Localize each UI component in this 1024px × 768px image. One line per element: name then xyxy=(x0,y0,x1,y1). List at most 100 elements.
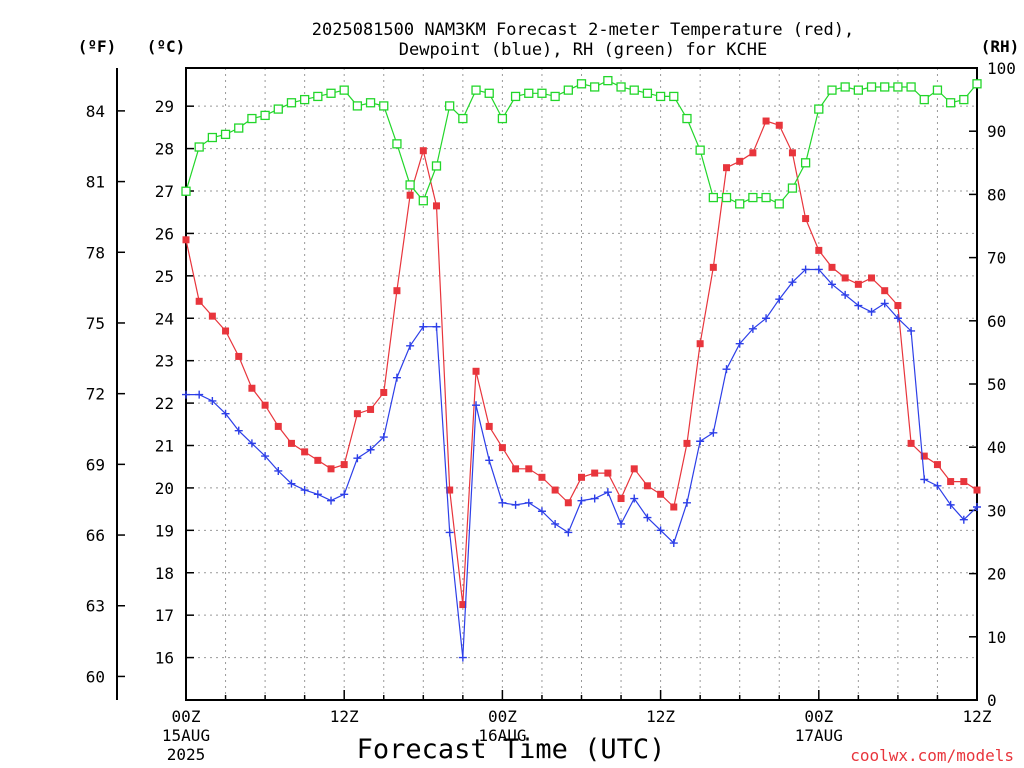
temperature-point xyxy=(657,490,665,498)
temperature-point xyxy=(960,478,968,486)
dewpoint-point xyxy=(274,466,283,475)
temperature-point xyxy=(195,297,203,305)
rh-tick-label: 90 xyxy=(987,122,1006,141)
temperature-point xyxy=(182,236,190,244)
temperature-point xyxy=(498,444,506,452)
rh-point xyxy=(932,85,943,95)
temperature-point xyxy=(472,367,480,375)
temperature-point xyxy=(353,410,361,418)
rh-tick-label: 80 xyxy=(987,185,1006,204)
dewpoint-point xyxy=(669,539,678,548)
rh-unit-label: (RH) xyxy=(981,37,1020,56)
temperature-point xyxy=(301,448,309,456)
temperature-point xyxy=(881,287,889,295)
celsius-tick-label: 26 xyxy=(155,224,174,243)
dewpoint-point xyxy=(445,528,454,537)
axes: 16 17 18 19 20 21 22 23 24 25 26 27 28 29 60 63 66 69 72 75… xyxy=(86,59,1016,764)
temperature-point xyxy=(933,461,941,469)
temperature-point xyxy=(287,439,295,447)
x-tick-label: 12Z xyxy=(330,707,359,726)
rh-tick-label: 100 xyxy=(987,59,1016,78)
rh-point xyxy=(431,161,442,171)
dewpoint-point xyxy=(643,513,652,522)
rh-tick-label: 40 xyxy=(987,438,1006,457)
temperature-point xyxy=(723,164,731,172)
fahrenheit-tick-label: 60 xyxy=(86,667,105,686)
celsius-tick-label: 25 xyxy=(155,267,174,286)
dewpoint-point xyxy=(827,280,836,289)
fahrenheit-unit-label: (ºF) xyxy=(78,37,117,56)
celsius-tick-label: 19 xyxy=(155,521,174,540)
celsius-unit-label: (ºC) xyxy=(147,37,186,56)
rh-point xyxy=(392,139,402,149)
temperature-point xyxy=(380,388,388,396)
temperature-point xyxy=(446,486,454,494)
dewpoint-point xyxy=(300,486,309,495)
rh-point xyxy=(418,196,428,206)
dewpoint-point xyxy=(432,322,441,331)
temperature-point xyxy=(894,302,902,310)
rh-point xyxy=(629,85,639,95)
temperature-point xyxy=(736,157,744,165)
dewpoint-point xyxy=(551,519,560,528)
rh-point xyxy=(379,101,389,111)
temperature-point xyxy=(261,401,269,409)
dewpoint-point xyxy=(340,490,349,499)
dewpoint-point xyxy=(696,437,705,446)
temperature-point xyxy=(749,149,757,157)
temperature-point xyxy=(947,478,955,486)
rh-point xyxy=(827,85,837,95)
dewpoint-point xyxy=(327,496,336,505)
rh-tick-label: 20 xyxy=(987,565,1006,584)
rh-point xyxy=(800,158,811,168)
rh-point xyxy=(708,192,718,203)
dewpoint-point xyxy=(841,290,850,299)
rh-point xyxy=(207,132,218,143)
dewpoint-point xyxy=(748,324,757,333)
rh-point xyxy=(273,104,283,114)
rh-point xyxy=(906,82,916,92)
dewpoint-point xyxy=(564,528,573,537)
rh-point xyxy=(735,199,745,209)
rh-point xyxy=(563,85,573,95)
data-series xyxy=(181,75,982,662)
rh-point xyxy=(313,91,323,102)
dewpoint-point xyxy=(458,653,467,662)
plot-frame xyxy=(185,67,978,701)
temperature-point xyxy=(512,465,520,473)
rh-point xyxy=(814,104,824,114)
temperature-point xyxy=(630,465,638,473)
dewpoint-point xyxy=(775,295,784,304)
rh-point xyxy=(866,82,877,92)
temperature-point xyxy=(327,465,335,473)
temperature-point xyxy=(551,486,559,494)
dewpoint-point xyxy=(406,341,415,350)
temperature-point xyxy=(907,439,915,447)
temperature-point xyxy=(683,439,691,447)
temperature-point xyxy=(696,340,704,348)
dewpoint-point xyxy=(946,500,955,509)
rh-point xyxy=(326,88,336,98)
dewpoint-point xyxy=(313,490,322,499)
fahrenheit-tick-label: 72 xyxy=(86,385,105,404)
fahrenheit-tick-label: 63 xyxy=(86,597,105,616)
dewpoint-point xyxy=(537,507,546,516)
dewpoint-point xyxy=(392,373,401,382)
rh-tick-label: 10 xyxy=(987,628,1006,647)
dewpoint-point xyxy=(208,396,217,405)
rh-point xyxy=(339,85,349,95)
dewpoint-point xyxy=(287,479,296,488)
rh-point xyxy=(247,113,257,124)
dewpoint-point xyxy=(788,278,797,287)
celsius-tick-label: 21 xyxy=(155,437,174,456)
temperature-point xyxy=(578,473,585,481)
rh-point xyxy=(880,82,890,92)
celsius-tick-label: 27 xyxy=(155,182,174,201)
rh-point xyxy=(642,88,653,98)
temperature-point xyxy=(406,191,414,199)
rh-point xyxy=(919,94,929,105)
temperature-point xyxy=(340,461,348,469)
temperature-point xyxy=(274,422,282,430)
rh-point xyxy=(959,94,969,105)
temperature-point xyxy=(643,482,651,490)
